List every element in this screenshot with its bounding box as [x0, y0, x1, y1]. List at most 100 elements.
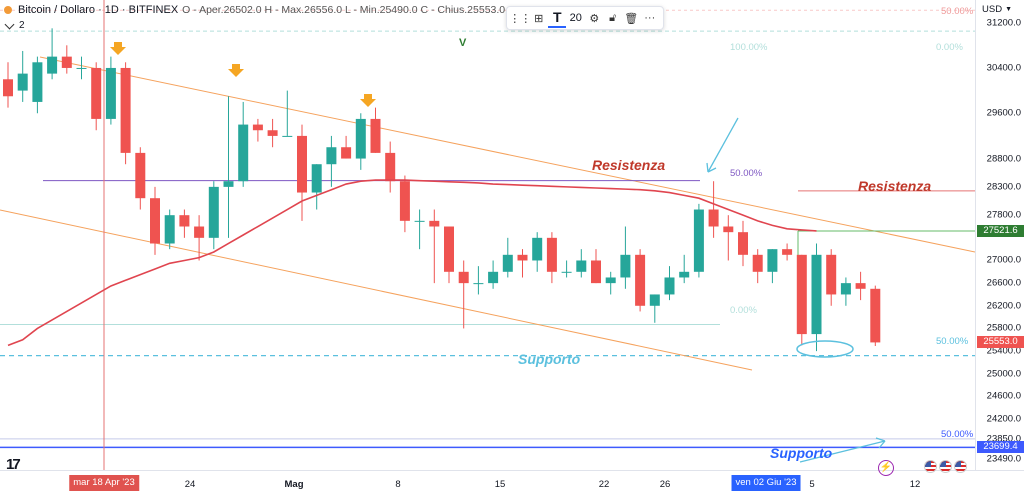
- candle-body: [561, 271, 572, 273]
- price-tick: 29600.0: [986, 107, 1021, 119]
- candle-body: [282, 135, 293, 137]
- time-axis[interactable]: 24 Mag 8 15 22 26 5 12 mar 18 Apr '23 ve…: [0, 470, 1024, 496]
- down-arrow-icon: [228, 64, 244, 77]
- candle-body: [546, 237, 557, 272]
- price-tick: 24600.0: [986, 390, 1021, 402]
- channel-lower-line: [0, 209, 753, 371]
- delete-icon[interactable]: 🗑︎: [624, 12, 639, 25]
- ohlc-values: O - Aper.26502.0 H - Max.26556.0 L - Min…: [182, 4, 506, 16]
- price-tick: 26600.0: [986, 277, 1021, 289]
- candle-body: [708, 209, 719, 227]
- chevron-down-icon: ▼: [1005, 6, 1012, 13]
- lightning-icon[interactable]: ⚡: [878, 460, 894, 476]
- settings-icon[interactable]: ⚙: [589, 12, 600, 25]
- currency-selector[interactable]: USD ▼: [982, 4, 1012, 15]
- candle-body: [591, 260, 601, 284]
- lock-icon[interactable]: 🔓︎: [609, 11, 617, 24]
- drawing-toolbar: ⋮⋮ ⊞ T 20 ⚙ 🔓︎ 🗑︎ ···: [506, 6, 664, 30]
- price-tick: 24200.0: [986, 413, 1021, 425]
- time-label: 12: [909, 479, 921, 490]
- candle-body: [385, 152, 396, 182]
- time-label: 24: [184, 479, 196, 490]
- candle-body: [47, 56, 58, 74]
- candle-body: [399, 181, 410, 221]
- candle-body: [811, 254, 822, 335]
- candle-body: [635, 254, 646, 306]
- legend: Bitcoin / Dollaro · 1D · BITFINEX O - Ap…: [4, 4, 505, 16]
- candle-body: [679, 271, 690, 278]
- candle-body: [179, 215, 190, 227]
- candle-body: [150, 198, 160, 244]
- symbol-title[interactable]: Bitcoin / Dollaro · 1D · BITFINEX: [18, 4, 179, 16]
- candle-body: [605, 277, 616, 284]
- candle-body: [267, 130, 278, 136]
- candle-body: [32, 62, 43, 102]
- candle-body: [576, 260, 587, 272]
- us-flag-icon[interactable]: [954, 460, 967, 473]
- time-label: 8: [395, 479, 401, 490]
- candle-body: [767, 249, 778, 272]
- candle-body: [223, 181, 234, 187]
- template-icon[interactable]: ⊞: [534, 12, 544, 25]
- candle-body: [796, 254, 807, 335]
- price-tick: 28800.0: [986, 153, 1021, 165]
- moving-average-line: [7, 179, 817, 347]
- price-tick: 28300.0: [986, 181, 1021, 193]
- price-tick: 31200.0: [986, 17, 1021, 29]
- us-flag-icon[interactable]: [939, 460, 952, 473]
- candle-body: [76, 67, 87, 69]
- candle-body: [238, 124, 249, 182]
- candle-body: [429, 220, 440, 227]
- more-icon[interactable]: ···: [644, 12, 656, 24]
- selected-date-label: ven 02 Giu '23: [731, 475, 801, 491]
- fib-label: 50.00%: [941, 6, 974, 17]
- candle-body: [458, 271, 469, 284]
- text-color-icon[interactable]: T: [548, 8, 567, 28]
- annotation-arrowhead: [875, 437, 886, 449]
- fib-label: 0.00%: [936, 42, 963, 53]
- candle-body: [723, 226, 734, 233]
- channel-upper-line: [39, 56, 975, 253]
- price-tick: 30400.0: [986, 62, 1021, 74]
- down-arrow-icon: [110, 42, 126, 55]
- fib-label: 50.00%: [941, 429, 974, 440]
- fib-label: 50.00%: [936, 336, 969, 347]
- indicator-count: 2: [19, 20, 25, 31]
- candle-body: [649, 294, 660, 306]
- support-label: Supporto: [518, 351, 581, 367]
- fib-label: 100.00%: [730, 42, 768, 53]
- indicator-toggle[interactable]: 2: [4, 19, 25, 31]
- candle-body: [91, 67, 102, 119]
- ma-price-tag: 27521.6: [977, 224, 1024, 237]
- candle-body: [620, 254, 631, 278]
- candle-body: [517, 254, 528, 261]
- font-size-button[interactable]: 20: [569, 12, 582, 24]
- candle-body: [355, 118, 366, 159]
- candle-body: [3, 79, 13, 97]
- candle-body: [532, 237, 543, 261]
- price-tick: 25800.0: [986, 322, 1021, 334]
- time-label: Mag: [284, 479, 304, 490]
- annotation-arrow: [707, 117, 739, 173]
- tradingview-logo[interactable]: 17: [6, 456, 21, 473]
- price-axis[interactable]: USD ▼ 31200.0 30400.0 29600.0 28800.0 28300.…: [975, 0, 1024, 470]
- crosshair-date-label: mar 18 Apr '23: [69, 475, 139, 491]
- candle-body: [444, 226, 454, 272]
- annotation-arrow: [799, 440, 886, 463]
- candle-body: [414, 220, 425, 222]
- chevron-down-icon[interactable]: [4, 19, 15, 30]
- price-tick: 27000.0: [986, 254, 1021, 266]
- candle-body: [855, 283, 866, 289]
- resistance-label: Resistenza: [592, 157, 665, 173]
- us-flag-icon[interactable]: [924, 460, 937, 473]
- candle-body: [370, 118, 381, 153]
- candle-body: [473, 283, 484, 285]
- candle-body: [738, 232, 748, 255]
- candle-body: [870, 288, 881, 343]
- candlestick-chart[interactable]: Resistenza Resistenza Supporto Supporto 100.…: [0, 0, 975, 470]
- candle-body: [326, 147, 337, 165]
- market-status-dot: [4, 6, 12, 14]
- drag-handle-icon[interactable]: ⋮⋮: [509, 12, 532, 25]
- chart-area[interactable]: Resistenza Resistenza Supporto Supporto 100.…: [0, 0, 975, 470]
- candle-body: [826, 254, 837, 295]
